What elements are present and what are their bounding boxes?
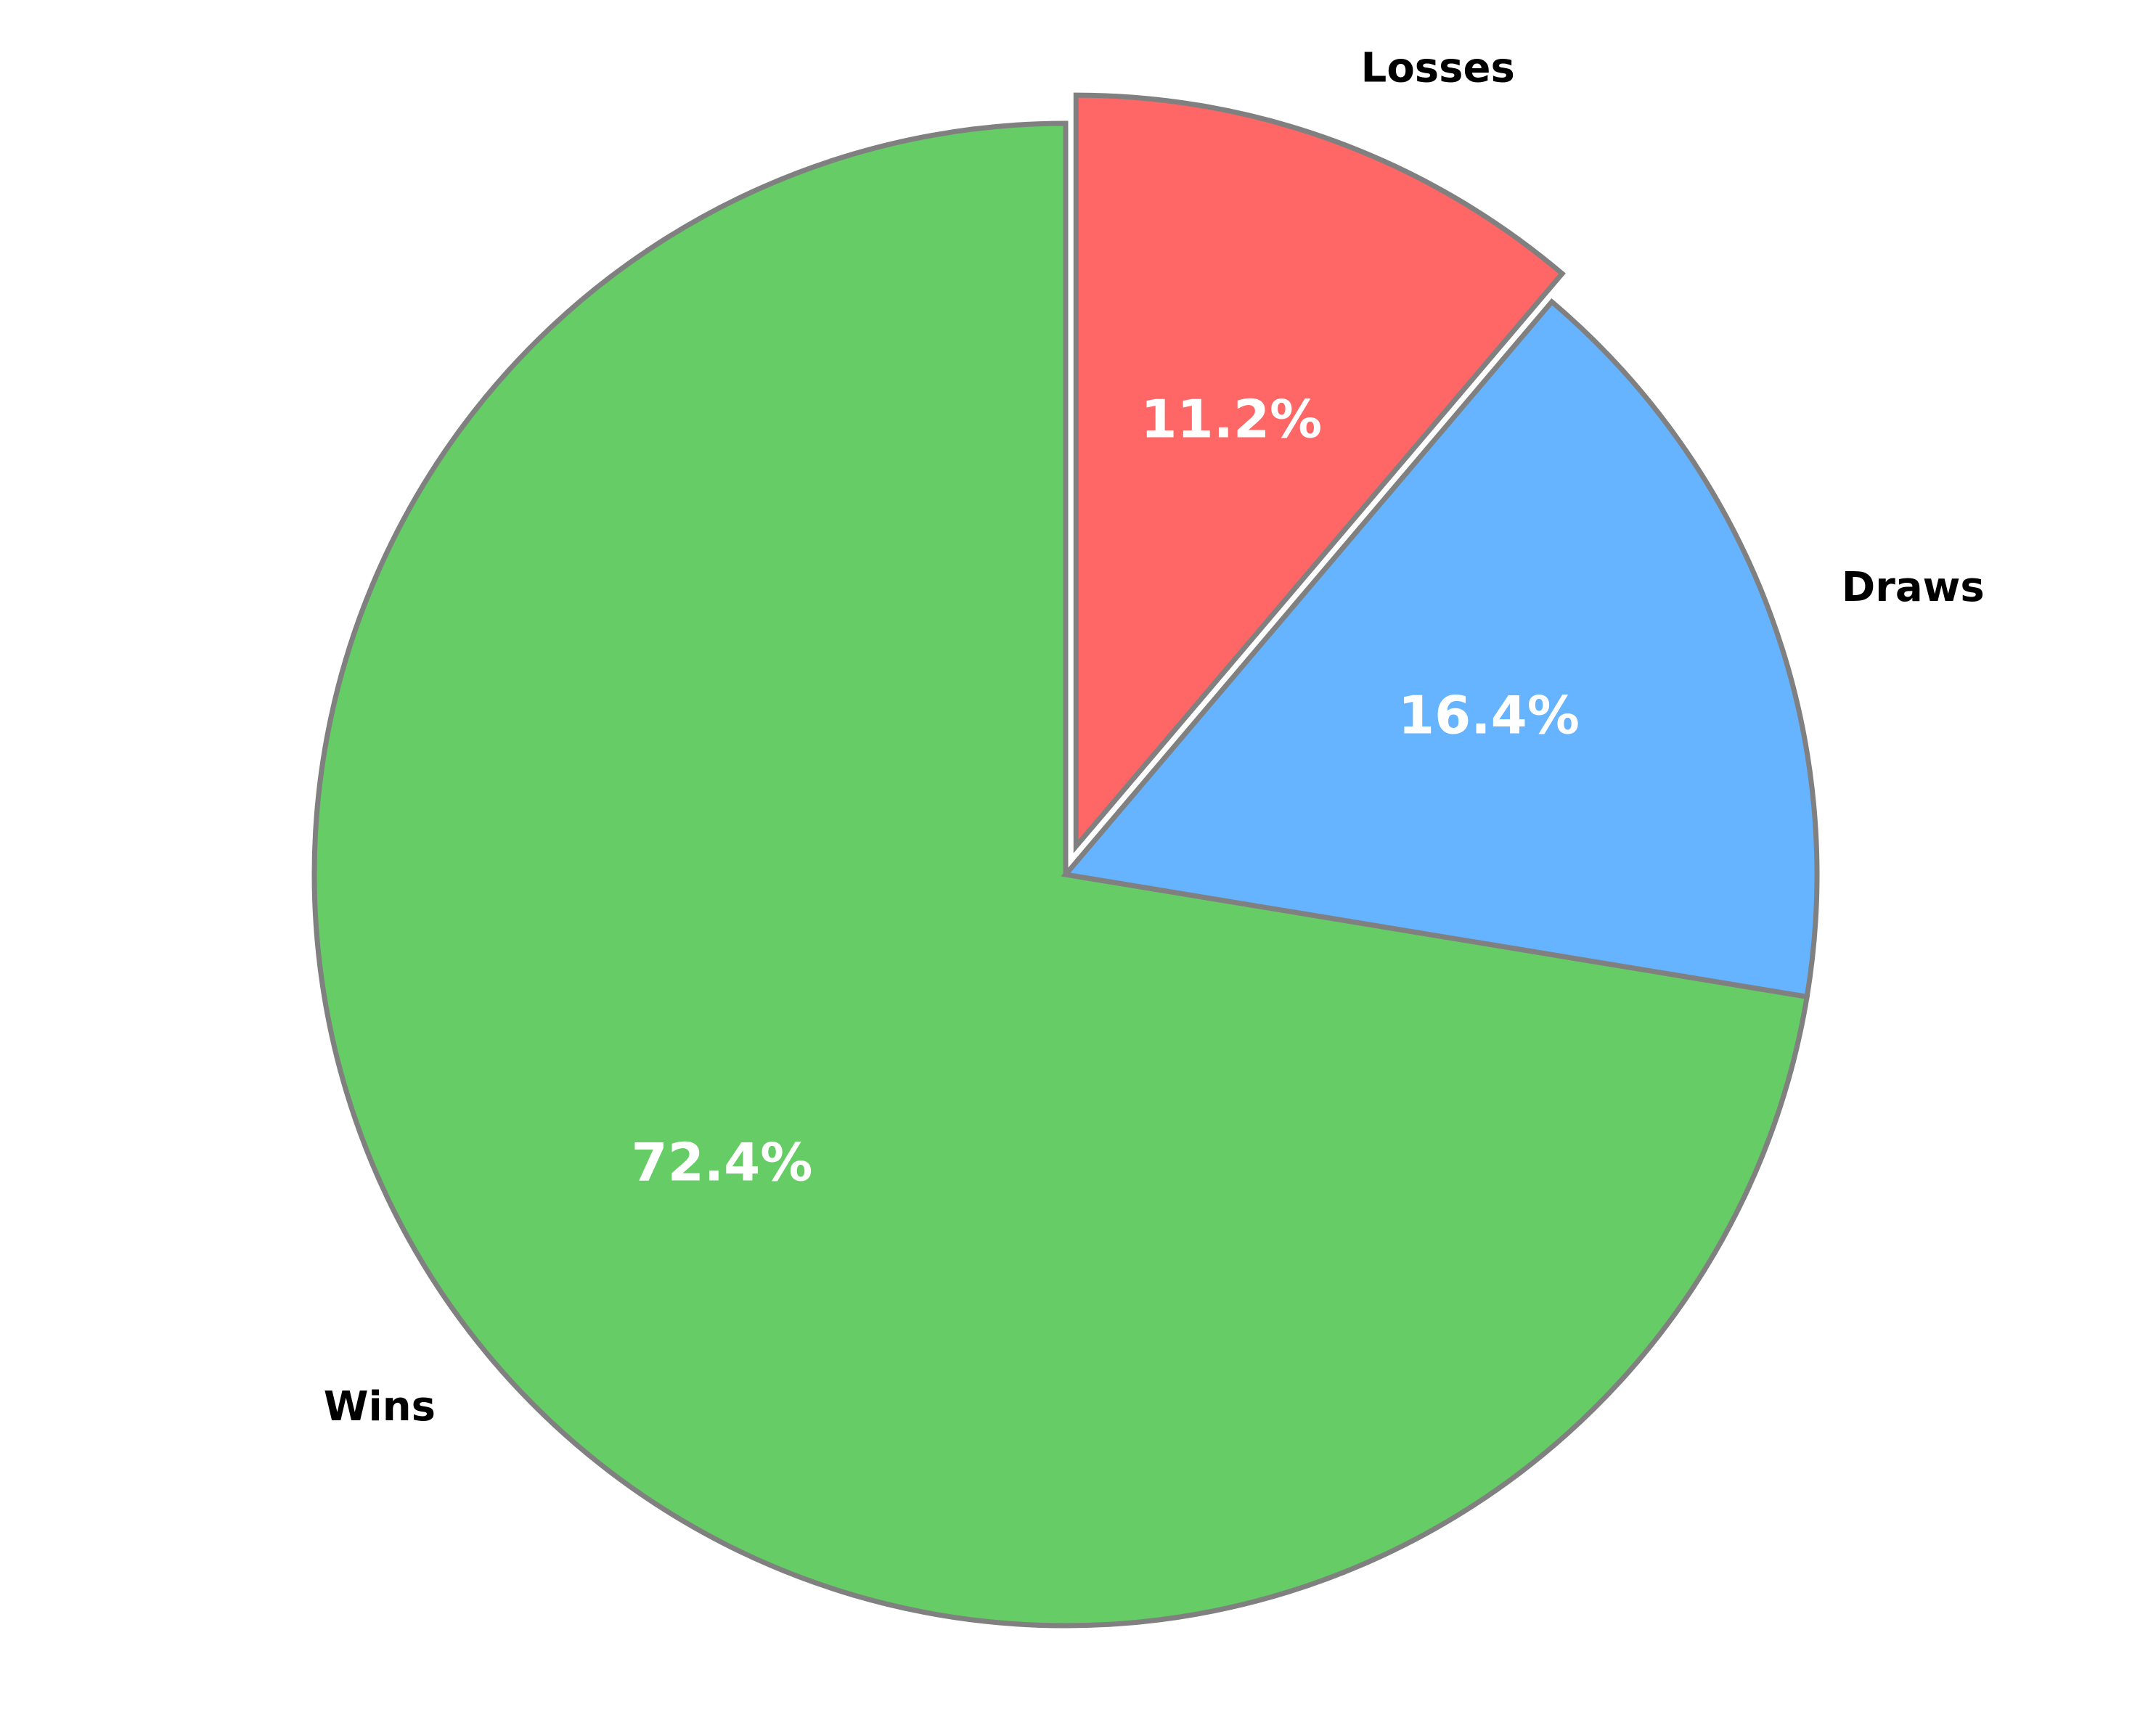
category-label-wins: Wins: [324, 1383, 436, 1430]
pie-slice-draws: [1061, 298, 1820, 1000]
percent-label-losses: 11.2%: [1140, 389, 1322, 450]
pie-labels: Wins 72.4% Draws 16.4% Losses 11.2%: [324, 45, 1985, 1430]
pie-slice-losses: [1073, 92, 1566, 853]
category-label-losses: Losses: [1361, 45, 1515, 92]
pie-slice-wins: [311, 120, 1810, 1629]
pie-slices: [311, 92, 1820, 1629]
category-label-draws: Draws: [1842, 564, 1985, 611]
percent-label-wins: 72.4%: [632, 1131, 813, 1192]
percent-label-draws: 16.4%: [1398, 684, 1580, 745]
